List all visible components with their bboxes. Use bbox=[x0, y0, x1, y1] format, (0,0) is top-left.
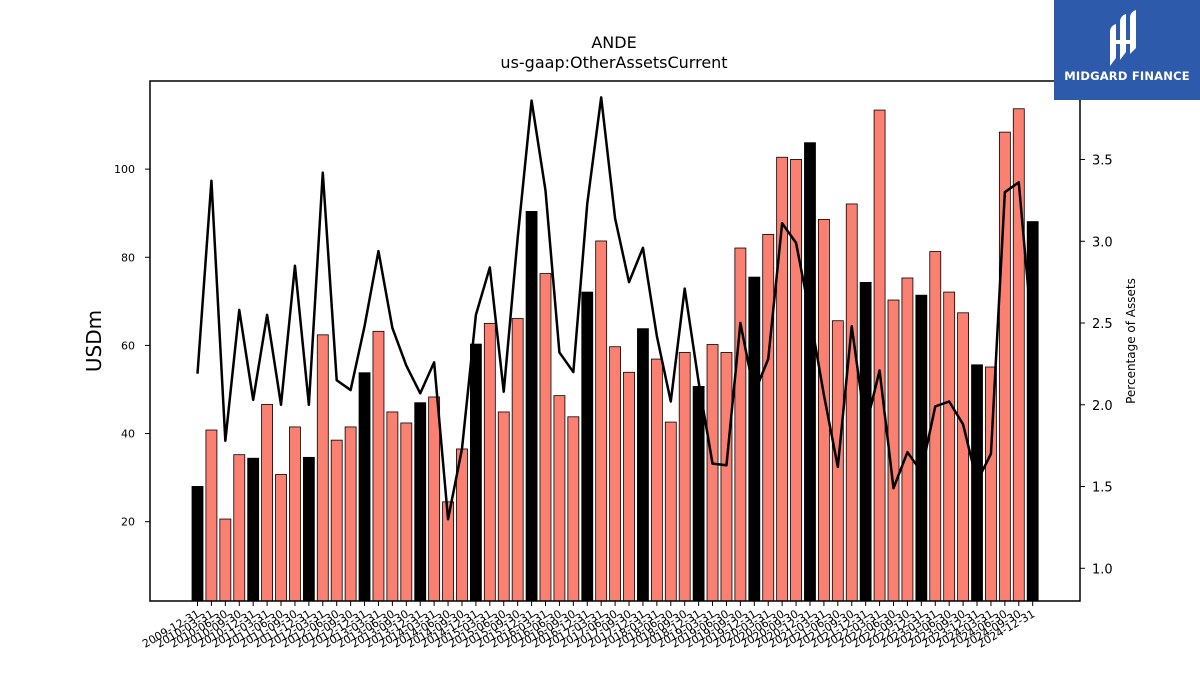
bar-2013-09-30 bbox=[400, 422, 413, 602]
chart-title: ANDE bbox=[591, 33, 636, 52]
bar-2019-06-30 bbox=[720, 352, 733, 602]
bar-2016-06-30 bbox=[553, 395, 566, 602]
y-axis-label-left: USDm bbox=[82, 310, 106, 372]
bar-2011-09-30 bbox=[289, 426, 301, 602]
bars-layer bbox=[191, 108, 1039, 602]
y-tick-label-right: 1.0 bbox=[1092, 562, 1113, 577]
line-layer bbox=[196, 96, 1034, 521]
bar-2015-06-30 bbox=[497, 411, 510, 602]
bar-2017-06-30 bbox=[609, 346, 621, 602]
bar-2020-09-30 bbox=[790, 159, 802, 602]
y-tick-label-right: 3.0 bbox=[1092, 235, 1113, 250]
y-tick-label-right: 2.0 bbox=[1092, 399, 1113, 414]
bar-2024-12-31 bbox=[1026, 221, 1039, 602]
bar-2012-12-31 bbox=[358, 372, 371, 602]
bar-2014-12-31 bbox=[469, 343, 482, 602]
percentage-line bbox=[196, 96, 1034, 521]
bar-2018-06-30 bbox=[664, 421, 677, 602]
bar-2010-12-31 bbox=[247, 457, 260, 602]
x-axis: 2009-12-312010-03-312010-06-302010-09-30… bbox=[140, 601, 1037, 651]
bar-2011-03-31 bbox=[261, 404, 274, 602]
y-tick-label-left: 80 bbox=[121, 251, 135, 264]
y-tick-label-right: 1.5 bbox=[1092, 481, 1113, 496]
chart-subtitle: us-gaap:OtherAssetsCurrent bbox=[500, 53, 727, 72]
bar-2020-03-31 bbox=[762, 233, 775, 602]
bar-2011-12-31 bbox=[302, 456, 315, 602]
bar-2013-12-31 bbox=[414, 402, 427, 602]
bar-2019-12-31 bbox=[748, 276, 761, 602]
right-axis: 1.0 1.5 2.0 2.5 3.0 3.5 bbox=[1080, 153, 1113, 577]
bar-2010-06-30 bbox=[219, 518, 232, 602]
logo-mark-icon bbox=[1110, 10, 1136, 66]
bar-2019-03-31 bbox=[706, 344, 719, 602]
bar-2009-12-31 bbox=[191, 486, 204, 602]
bar-2012-06-30 bbox=[330, 439, 343, 602]
bar-2011-06-30 bbox=[275, 474, 287, 602]
bar-2016-12-31 bbox=[581, 291, 594, 602]
bar-2015-03-31 bbox=[483, 322, 496, 602]
bar-2021-12-31 bbox=[859, 281, 872, 602]
bar-2013-03-31 bbox=[372, 330, 385, 602]
bar-2013-06-30 bbox=[386, 411, 399, 602]
bar-2012-09-30 bbox=[344, 426, 357, 602]
y-tick-label-left: 40 bbox=[121, 428, 135, 441]
bar-2017-09-30 bbox=[623, 371, 635, 602]
y-tick-label-left: 100 bbox=[114, 163, 135, 176]
bar-2020-12-31 bbox=[804, 142, 816, 602]
bar-2019-09-30 bbox=[734, 247, 747, 602]
y-tick-label-right: 3.5 bbox=[1092, 153, 1113, 168]
brand-logo: MIDGARD FINANCE bbox=[1054, 0, 1200, 100]
bar-2010-09-30 bbox=[233, 454, 246, 602]
bar-2015-12-31 bbox=[525, 211, 538, 602]
y-axis-label-right: Percentage of Assets bbox=[1124, 278, 1138, 404]
bar-2018-09-30 bbox=[678, 352, 691, 602]
bar-2022-03-31 bbox=[873, 109, 886, 602]
brand-logo-text: MIDGARD FINANCE bbox=[1064, 69, 1190, 83]
bar-2017-03-31 bbox=[595, 240, 608, 602]
bar-2018-03-31 bbox=[650, 358, 663, 602]
y-tick-label-left: 60 bbox=[121, 339, 135, 352]
y-tick-label-right: 2.5 bbox=[1092, 317, 1113, 332]
bar-2015-09-30 bbox=[511, 318, 524, 602]
bar-2012-03-31 bbox=[316, 334, 329, 602]
bar-2016-09-30 bbox=[567, 416, 580, 602]
y-tick-label-left: 20 bbox=[121, 516, 135, 529]
bar-2021-09-30 bbox=[845, 203, 858, 602]
bar-2023-09-30 bbox=[957, 312, 969, 602]
bar-2014-03-31 bbox=[428, 396, 441, 602]
bar-2010-03-31 bbox=[205, 429, 218, 602]
bar-2018-12-31 bbox=[692, 385, 705, 602]
bar-2022-09-30 bbox=[901, 277, 914, 602]
bar-2016-03-31 bbox=[539, 273, 552, 602]
bar-2017-12-31 bbox=[637, 328, 649, 602]
bar-2023-12-31 bbox=[971, 364, 983, 602]
left-axis: 20 40 60 80 100 bbox=[114, 163, 150, 529]
bar-2023-06-30 bbox=[943, 291, 956, 602]
